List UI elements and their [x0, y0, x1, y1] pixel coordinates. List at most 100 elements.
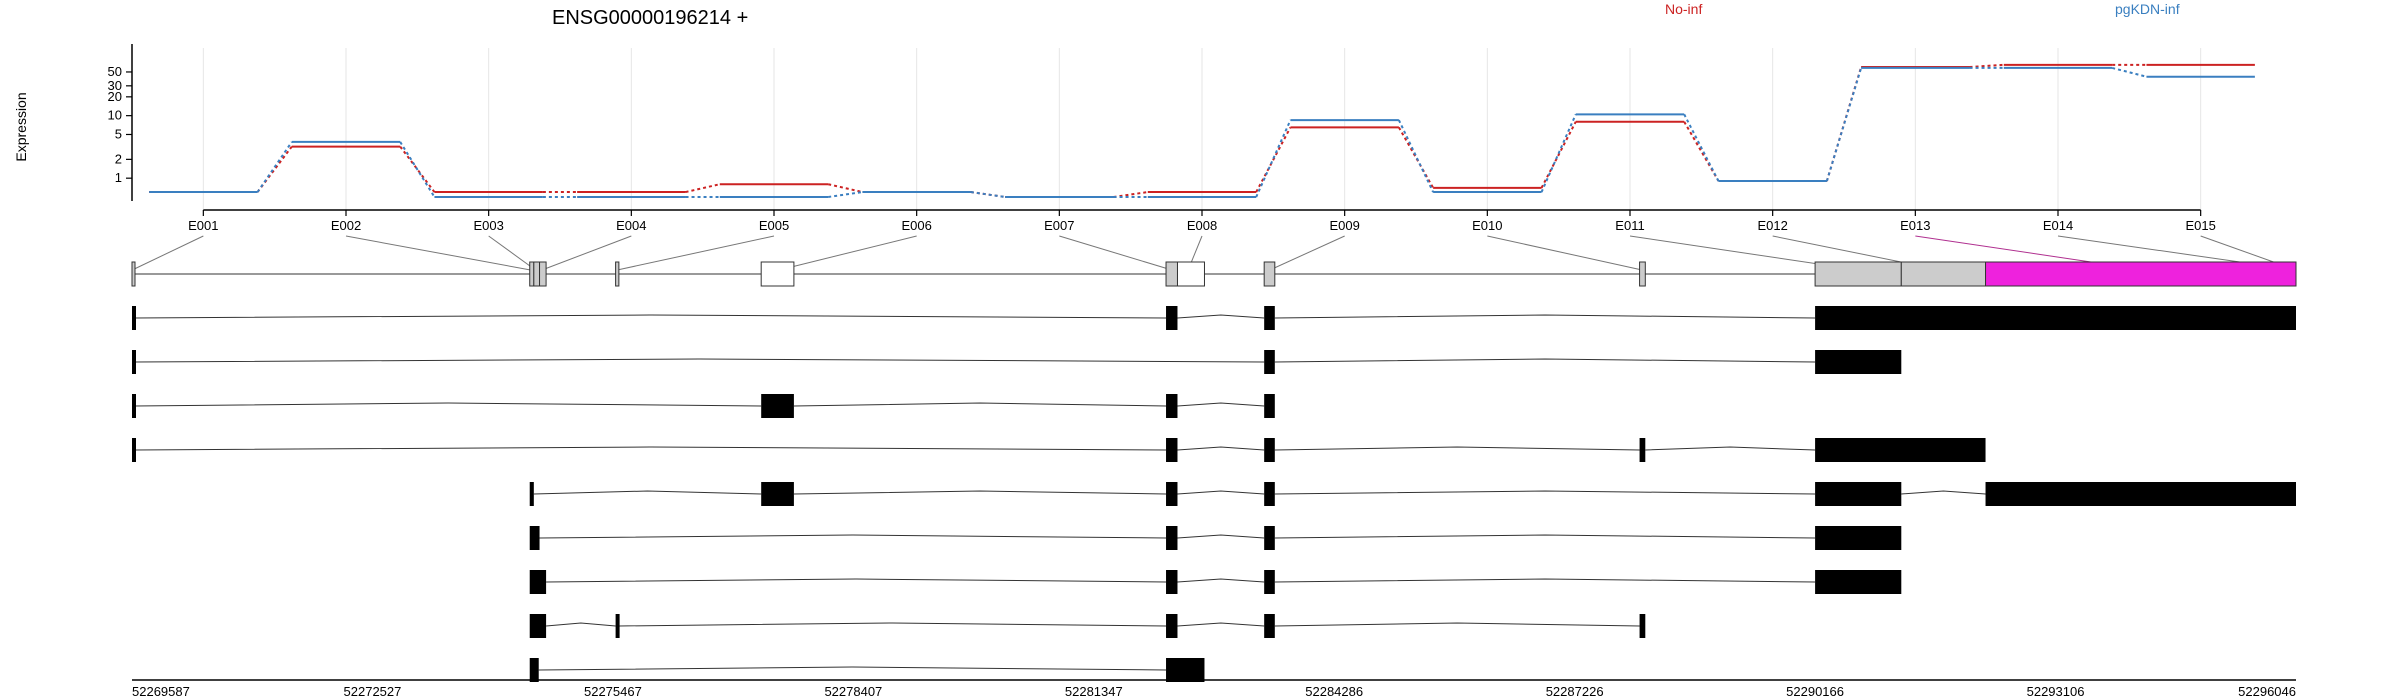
expression-series [149, 63, 2255, 198]
series-1-connector [828, 191, 863, 198]
gene-exon-e009 [1263, 261, 1276, 287]
genomic-tick-label: 52278407 [824, 684, 882, 699]
connector-e003 [488, 235, 536, 271]
transcript-2-exon [132, 350, 136, 374]
genomic-tick-label: 52287226 [1546, 684, 1604, 699]
y-tick-label: 10 [108, 108, 122, 123]
x-tick-label-e014: E014 [2043, 218, 2073, 233]
gene-exon-e013 [1985, 261, 2297, 287]
transcript-6-exon [529, 526, 540, 550]
series-0-connector [1398, 126, 1434, 189]
series-1-connector [1540, 113, 1577, 193]
x-tick-label-e005: E005 [759, 218, 789, 233]
series-1-connector [2111, 66, 2147, 78]
transcript-3-intron [793, 402, 1167, 407]
series-1-connector [1683, 113, 1720, 182]
transcript-6-intron [1274, 534, 1816, 539]
transcript-5-exon [529, 482, 534, 506]
transcript-2-intron [1274, 358, 1816, 363]
transcript-2-intron [134, 358, 1265, 363]
transcript-4-exon [1815, 438, 1986, 462]
transcript-3-intron [1177, 402, 1265, 407]
transcript-8-exon [1166, 614, 1178, 638]
series-1-connector [399, 141, 436, 198]
gene-exon-e011 [1814, 261, 1902, 287]
transcript-8-intron [1274, 622, 1640, 627]
transcript-8-intron [546, 622, 616, 627]
connector-e004 [541, 235, 632, 271]
y-tick-label: 30 [108, 78, 122, 93]
series-0-connector [1113, 191, 1148, 198]
transcript-4-intron [134, 446, 1167, 451]
connector-e001 [132, 235, 204, 271]
series-0-connector [685, 183, 721, 194]
transcript-6-exon [1815, 526, 1902, 550]
transcript-7-exon [1815, 570, 1902, 594]
transcript-5-intron [1177, 490, 1265, 495]
series-0-connector [1825, 66, 1863, 182]
transcript-5-exon [1166, 482, 1178, 506]
x-tick-label-e011: E011 [1615, 218, 1644, 233]
gene-exon-e012 [1900, 261, 1987, 287]
series-1-connector [970, 191, 1006, 198]
series-0-connector [827, 183, 863, 194]
transcript-6-intron [1177, 534, 1265, 539]
transcript-6-exon [1264, 526, 1275, 550]
transcript-5-exon [1264, 482, 1275, 506]
transcript-5-intron [533, 490, 762, 495]
grid-lines [202, 48, 2202, 210]
transcript-1-intron [134, 314, 1167, 319]
genomic-tick-label: 52296046 [2238, 684, 2296, 699]
transcript-6-exon [1166, 526, 1178, 550]
genomic-tick-label: 52284286 [1305, 684, 1363, 699]
transcript-5-intron [1274, 490, 1816, 495]
transcript-3-exon [1166, 394, 1178, 418]
transcript-7-intron [1274, 578, 1816, 583]
transcript-7-intron [546, 578, 1167, 583]
transcript-4-exon [132, 438, 136, 462]
connector-e002 [345, 235, 531, 271]
x-tick-label-e006: E006 [901, 218, 931, 233]
connector-e005 [617, 235, 775, 271]
x-tick-label-e009: E009 [1329, 218, 1359, 233]
transcript-4-exon [1264, 438, 1275, 462]
transcript-4-intron [1274, 446, 1640, 451]
genomic-tick-label: 52281347 [1065, 684, 1123, 699]
transcript-5-exon [1815, 482, 1902, 506]
transcript-7-exon [1264, 570, 1275, 594]
series-0-connector [970, 191, 1006, 198]
transcript-1-intron [1177, 314, 1265, 319]
legend-no-inf: No-inf [1665, 1, 1702, 17]
transcript-4-exon [1639, 438, 1646, 462]
transcript-1-exon [1815, 306, 2296, 330]
gene-exon-e007 [1165, 261, 1178, 287]
x-tick-label-e001: E001 [188, 218, 218, 233]
series-1-connector [256, 141, 293, 193]
x-axis-exons: E001 E002 E003 E004 E005 E006 E007 E008 E009 E010… [188, 209, 2216, 233]
series-1-connector [1255, 119, 1292, 198]
y-tick-label: 1 [115, 170, 122, 185]
x-tick-label-e002: E002 [331, 218, 361, 233]
x-tick-label-e015: E015 [2185, 218, 2215, 233]
chart-title: ENSG00000196214 + [552, 7, 748, 29]
series-1-connector [1397, 119, 1435, 193]
transcript-7-intron [1177, 578, 1265, 583]
transcript-5-intron [1901, 490, 1986, 495]
y-axis-label: Expression [13, 92, 29, 161]
series-0-connector [1540, 121, 1577, 189]
x-tick-label-e004: E004 [616, 218, 646, 233]
transcript-6-intron [539, 534, 1167, 539]
transcript-5-exon [761, 482, 794, 506]
genomic-tick-label: 52293106 [2027, 684, 2085, 699]
gene-exon-e010 [1639, 261, 1646, 287]
legend-pgkdn-inf: pgKDN-inf [2115, 1, 2180, 17]
gene-exon-e001 [131, 261, 136, 287]
transcript-models [132, 306, 2296, 682]
y-tick-label: 50 [108, 64, 122, 79]
gene-exon-e004 [539, 261, 547, 287]
series-0-connector [1969, 63, 2004, 69]
transcript-2-exon [1264, 350, 1275, 374]
genomic-tick-label: 52290166 [1786, 684, 1844, 699]
